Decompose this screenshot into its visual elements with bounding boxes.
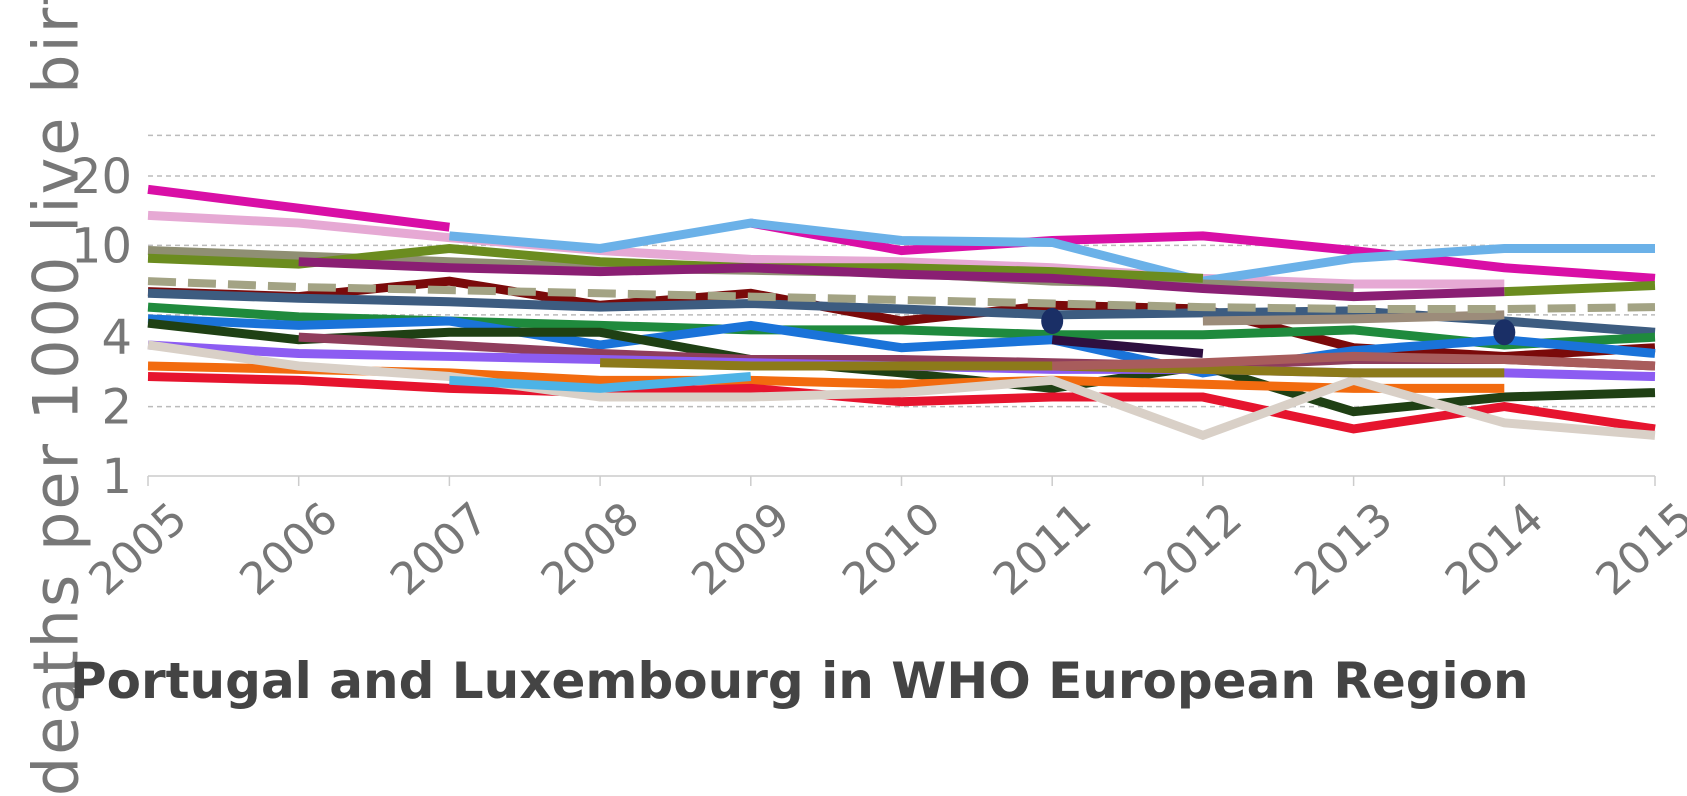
series-line bbox=[147, 277, 1656, 313]
y-tick-label: 4 bbox=[101, 310, 132, 366]
series-line bbox=[749, 218, 1656, 283]
y-tick-labels: 1 2 4 10 20 bbox=[71, 149, 132, 505]
series-line bbox=[449, 372, 752, 393]
series-line bbox=[147, 318, 1656, 417]
series-line bbox=[1051, 335, 1204, 358]
x-tick-label: 2007 bbox=[381, 493, 498, 606]
x-tick-label: 2014 bbox=[1436, 493, 1553, 606]
series-line bbox=[449, 218, 1655, 286]
chart-title: Portugal and Luxembourg in WHO European … bbox=[70, 652, 1529, 710]
series-line bbox=[298, 257, 1505, 302]
x-tick-label: 2008 bbox=[532, 493, 649, 606]
x-tick-label: 2009 bbox=[682, 493, 799, 606]
data-point bbox=[1041, 308, 1064, 335]
line-chart: 1 2 4 10 20 2005 2006 2007 2008 2009 2010 2011 2012… bbox=[71, 134, 1687, 606]
y-tick-label: 2 bbox=[101, 380, 132, 436]
series-lines bbox=[147, 184, 1656, 441]
y-tick-label: 20 bbox=[71, 149, 132, 205]
x-tick-label: 2015 bbox=[1587, 493, 1687, 606]
series-line bbox=[1202, 310, 1505, 326]
x-tick-label: 2006 bbox=[230, 493, 347, 606]
series-line bbox=[147, 210, 1505, 289]
y-tick-label: 1 bbox=[101, 449, 132, 505]
series-line bbox=[147, 184, 450, 232]
series-line bbox=[1504, 281, 1656, 297]
y-axis-label-wrap: deaths per 1000 live births bbox=[0, 0, 93, 796]
x-tick-label: 2012 bbox=[1135, 493, 1252, 606]
x-tick-labels: 2005 2006 2007 2008 2009 2010 2011 2012 2013 2014… bbox=[80, 493, 1687, 606]
data-point bbox=[1493, 319, 1516, 346]
x-tick-label: 2011 bbox=[984, 493, 1101, 606]
x-tick-label: 2013 bbox=[1285, 493, 1402, 606]
series-line bbox=[147, 372, 1656, 434]
series-points bbox=[1041, 308, 1516, 346]
x-tick-label: 2010 bbox=[833, 493, 950, 606]
series-line bbox=[147, 340, 1656, 441]
series-line bbox=[1052, 351, 1656, 371]
y-tick-label: 10 bbox=[71, 218, 132, 274]
series-line bbox=[147, 314, 1656, 378]
x-tick-label: 2005 bbox=[80, 493, 197, 606]
